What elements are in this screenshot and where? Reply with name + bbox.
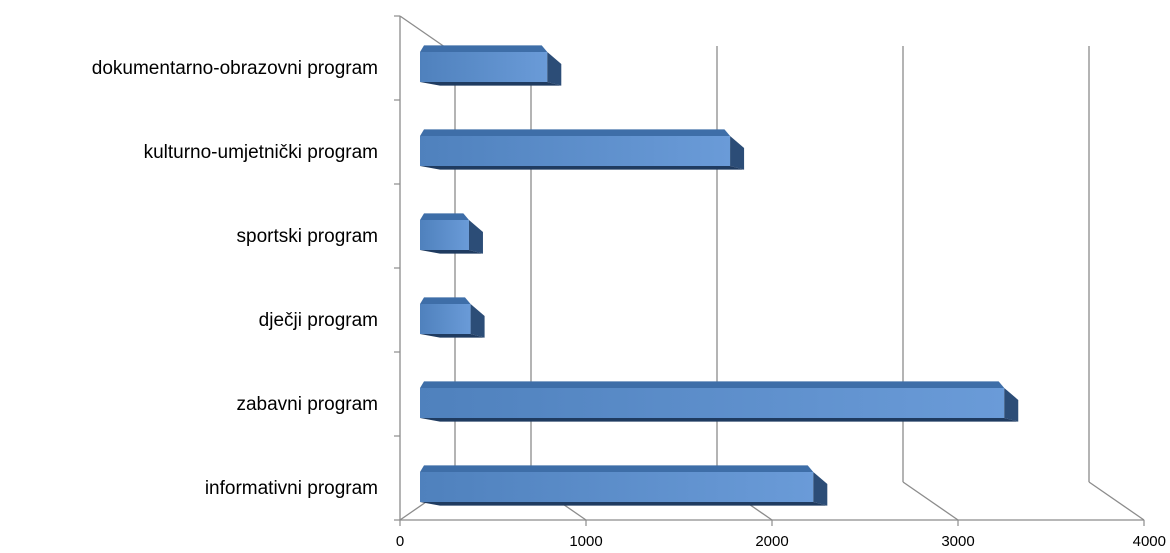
bar-top-face [420, 465, 814, 472]
category-label: dokumentarno-obrazovni program [92, 58, 378, 79]
bar-bottom-face [420, 334, 485, 338]
bar-top-face [420, 213, 469, 220]
category-label: zabavni program [236, 394, 378, 415]
category-label: kulturno-umjetnički program [144, 142, 378, 163]
bar-side-face [468, 220, 483, 254]
bar-side-face [1004, 388, 1019, 422]
x-tick-label: 4000 [1133, 533, 1166, 550]
bar-front-face [420, 220, 469, 250]
x-tick-label: 1000 [569, 533, 602, 550]
bar [420, 465, 828, 506]
bar-bottom-face [420, 166, 745, 170]
gridlines [530, 46, 1145, 521]
x-tick-labels: 0 1000 2000 3000 4000 [396, 533, 1166, 550]
bar-side-face [813, 472, 828, 506]
bar-bottom-face [420, 502, 828, 506]
x-tick-label: 3000 [941, 533, 974, 550]
x-tick-label: 0 [396, 533, 404, 550]
bar-side-face [730, 136, 745, 170]
bar-top-face [420, 297, 471, 304]
bar-side-face [547, 52, 562, 86]
bar-front-face [420, 472, 814, 502]
bars [420, 45, 1019, 506]
bar-top-face [420, 129, 731, 136]
bar [420, 213, 483, 254]
bar-bottom-face [420, 418, 1019, 422]
x-tick-label: 2000 [755, 533, 788, 550]
bar-front-face [420, 388, 1005, 418]
bar [420, 297, 485, 338]
bar-side-face [470, 304, 485, 338]
category-label: dječji program [259, 310, 378, 331]
bar [420, 129, 745, 170]
bar [420, 381, 1019, 422]
bar-top-face [420, 45, 548, 52]
bar-bottom-face [420, 250, 483, 254]
category-labels: dokumentarno-obrazovni program kulturno-u… [92, 58, 378, 499]
bar [420, 45, 562, 86]
bar-bottom-face [420, 82, 562, 86]
bar-top-face [420, 381, 1005, 388]
category-label: informativni program [205, 478, 378, 499]
axes [394, 15, 1145, 526]
category-label: sportski program [237, 226, 379, 247]
bar-front-face [420, 136, 731, 166]
bar-front-face [420, 304, 471, 334]
floor-gridline-3 [902, 481, 959, 521]
floor-gridline-4 [1088, 481, 1145, 521]
bar-front-face [420, 52, 548, 82]
